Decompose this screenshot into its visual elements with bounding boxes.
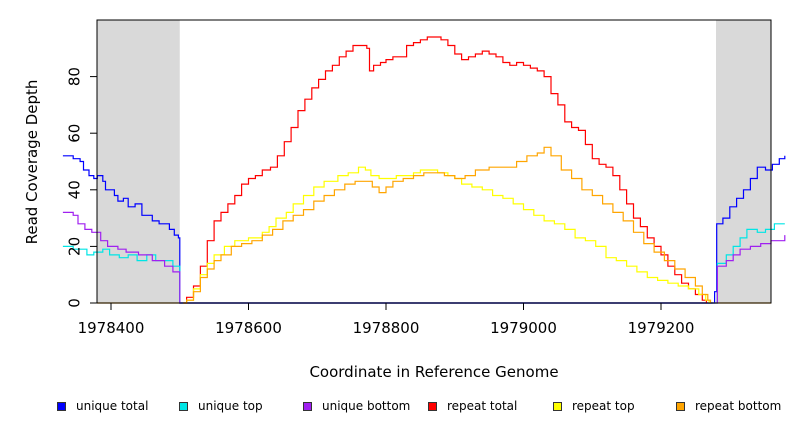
legend-swatch — [57, 401, 66, 411]
x-axis-label: Coordinate in Reference Genome — [309, 363, 558, 381]
series-unique-bottom — [62, 211, 786, 304]
legend-item-unique-total: unique total — [57, 399, 148, 413]
shaded-region-1 — [716, 20, 771, 303]
y-axis-label: Read Coverage Depth — [23, 80, 41, 245]
x-axis: 1978400 1978600 1978800 1979000 1979200 — [78, 303, 695, 337]
x-tick-label: 1978400 — [78, 319, 145, 337]
y-tick-label: 20 — [66, 237, 84, 256]
legend-swatch — [676, 401, 685, 411]
legend-item-repeat-top: repeat top — [553, 399, 635, 413]
legend-label: unique total — [76, 399, 149, 413]
legend-swatch — [179, 401, 188, 411]
y-tick-label: 60 — [66, 124, 84, 143]
legend-label: unique bottom — [322, 399, 411, 413]
y-tick-label: 80 — [66, 67, 84, 86]
shaded-regions — [97, 20, 771, 303]
legend-swatch — [553, 401, 562, 411]
legend-label: unique top — [198, 399, 263, 413]
coverage-chart: 1978400 1978600 1978800 1979000 1979200 0 20 4… — [23, 19, 786, 381]
legend-item-repeat-bottom: repeat bottom — [676, 399, 781, 413]
x-tick-label: 1978600 — [215, 319, 282, 337]
shaded-region-0 — [97, 20, 180, 303]
series-repeat-total — [183, 36, 707, 304]
legend: unique total unique top unique bottom repea… — [0, 399, 792, 419]
legend-item-unique-top: unique top — [179, 399, 263, 413]
y-axis: 0 20 40 60 80 — [66, 67, 97, 308]
legend-item-unique-bottom: unique bottom — [303, 399, 410, 413]
y-tick-label: 40 — [66, 180, 84, 199]
x-tick-label: 1978800 — [353, 319, 420, 337]
series-lines — [62, 36, 786, 304]
y-tick-label: 0 — [66, 298, 84, 308]
legend-swatch — [303, 401, 312, 411]
legend-label: repeat bottom — [695, 399, 782, 413]
legend-item-repeat-total: repeat total — [428, 399, 517, 413]
series-repeat-bottom — [183, 146, 712, 304]
legend-swatch — [428, 401, 437, 411]
plot-frame — [96, 19, 772, 304]
x-tick-label: 1979000 — [490, 319, 557, 337]
x-tick-label: 1979200 — [628, 319, 695, 337]
legend-label: repeat top — [572, 399, 635, 413]
legend-label: repeat total — [447, 399, 518, 413]
